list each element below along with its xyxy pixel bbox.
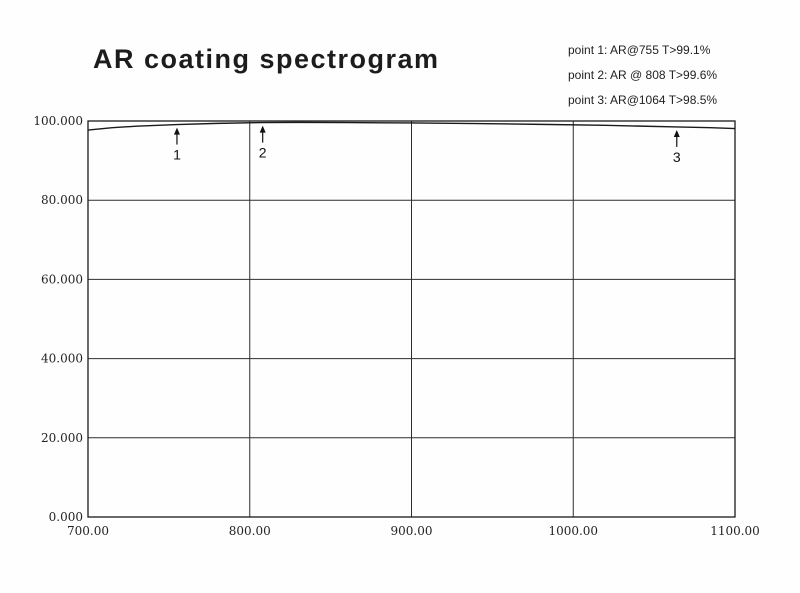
marker-arrow-head-icon bbox=[259, 125, 266, 133]
annotation-point-2: point 2: AR @ 808 T>99.6% bbox=[568, 68, 718, 82]
y-tick-label: 20.000 bbox=[41, 431, 83, 445]
x-tick-label: 1100.00 bbox=[710, 524, 760, 538]
chart-title: AR coating spectrogram bbox=[93, 44, 440, 74]
y-tick-label: 40.000 bbox=[41, 352, 83, 366]
marker-number: 2 bbox=[259, 145, 267, 161]
annotation-point-1: point 1: AR@755 T>99.1% bbox=[568, 43, 711, 57]
x-tick-label: 800.00 bbox=[229, 524, 271, 538]
y-tick-label: 60.000 bbox=[41, 272, 83, 286]
x-tick-label: 700.00 bbox=[67, 524, 109, 538]
x-tick-label: 900.00 bbox=[391, 524, 433, 538]
y-tick-label: 80.000 bbox=[41, 193, 83, 207]
y-tick-label: 100.000 bbox=[33, 114, 83, 128]
annotation-notes: point 1: AR@755 T>99.1% point 2: AR @ 80… bbox=[568, 38, 788, 113]
plot-border bbox=[87, 120, 736, 518]
marker-arrow-head-icon bbox=[173, 127, 180, 135]
marker-number: 1 bbox=[173, 147, 181, 163]
y-tick-label: 0.000 bbox=[49, 510, 83, 524]
transmission-curve bbox=[87, 121, 736, 131]
marker-arrow-head-icon bbox=[673, 129, 680, 137]
x-tick-label: 1000.00 bbox=[548, 524, 598, 538]
marker-number: 3 bbox=[673, 149, 681, 165]
annotation-point-3: point 3: AR@1064 T>98.5% bbox=[568, 93, 718, 107]
